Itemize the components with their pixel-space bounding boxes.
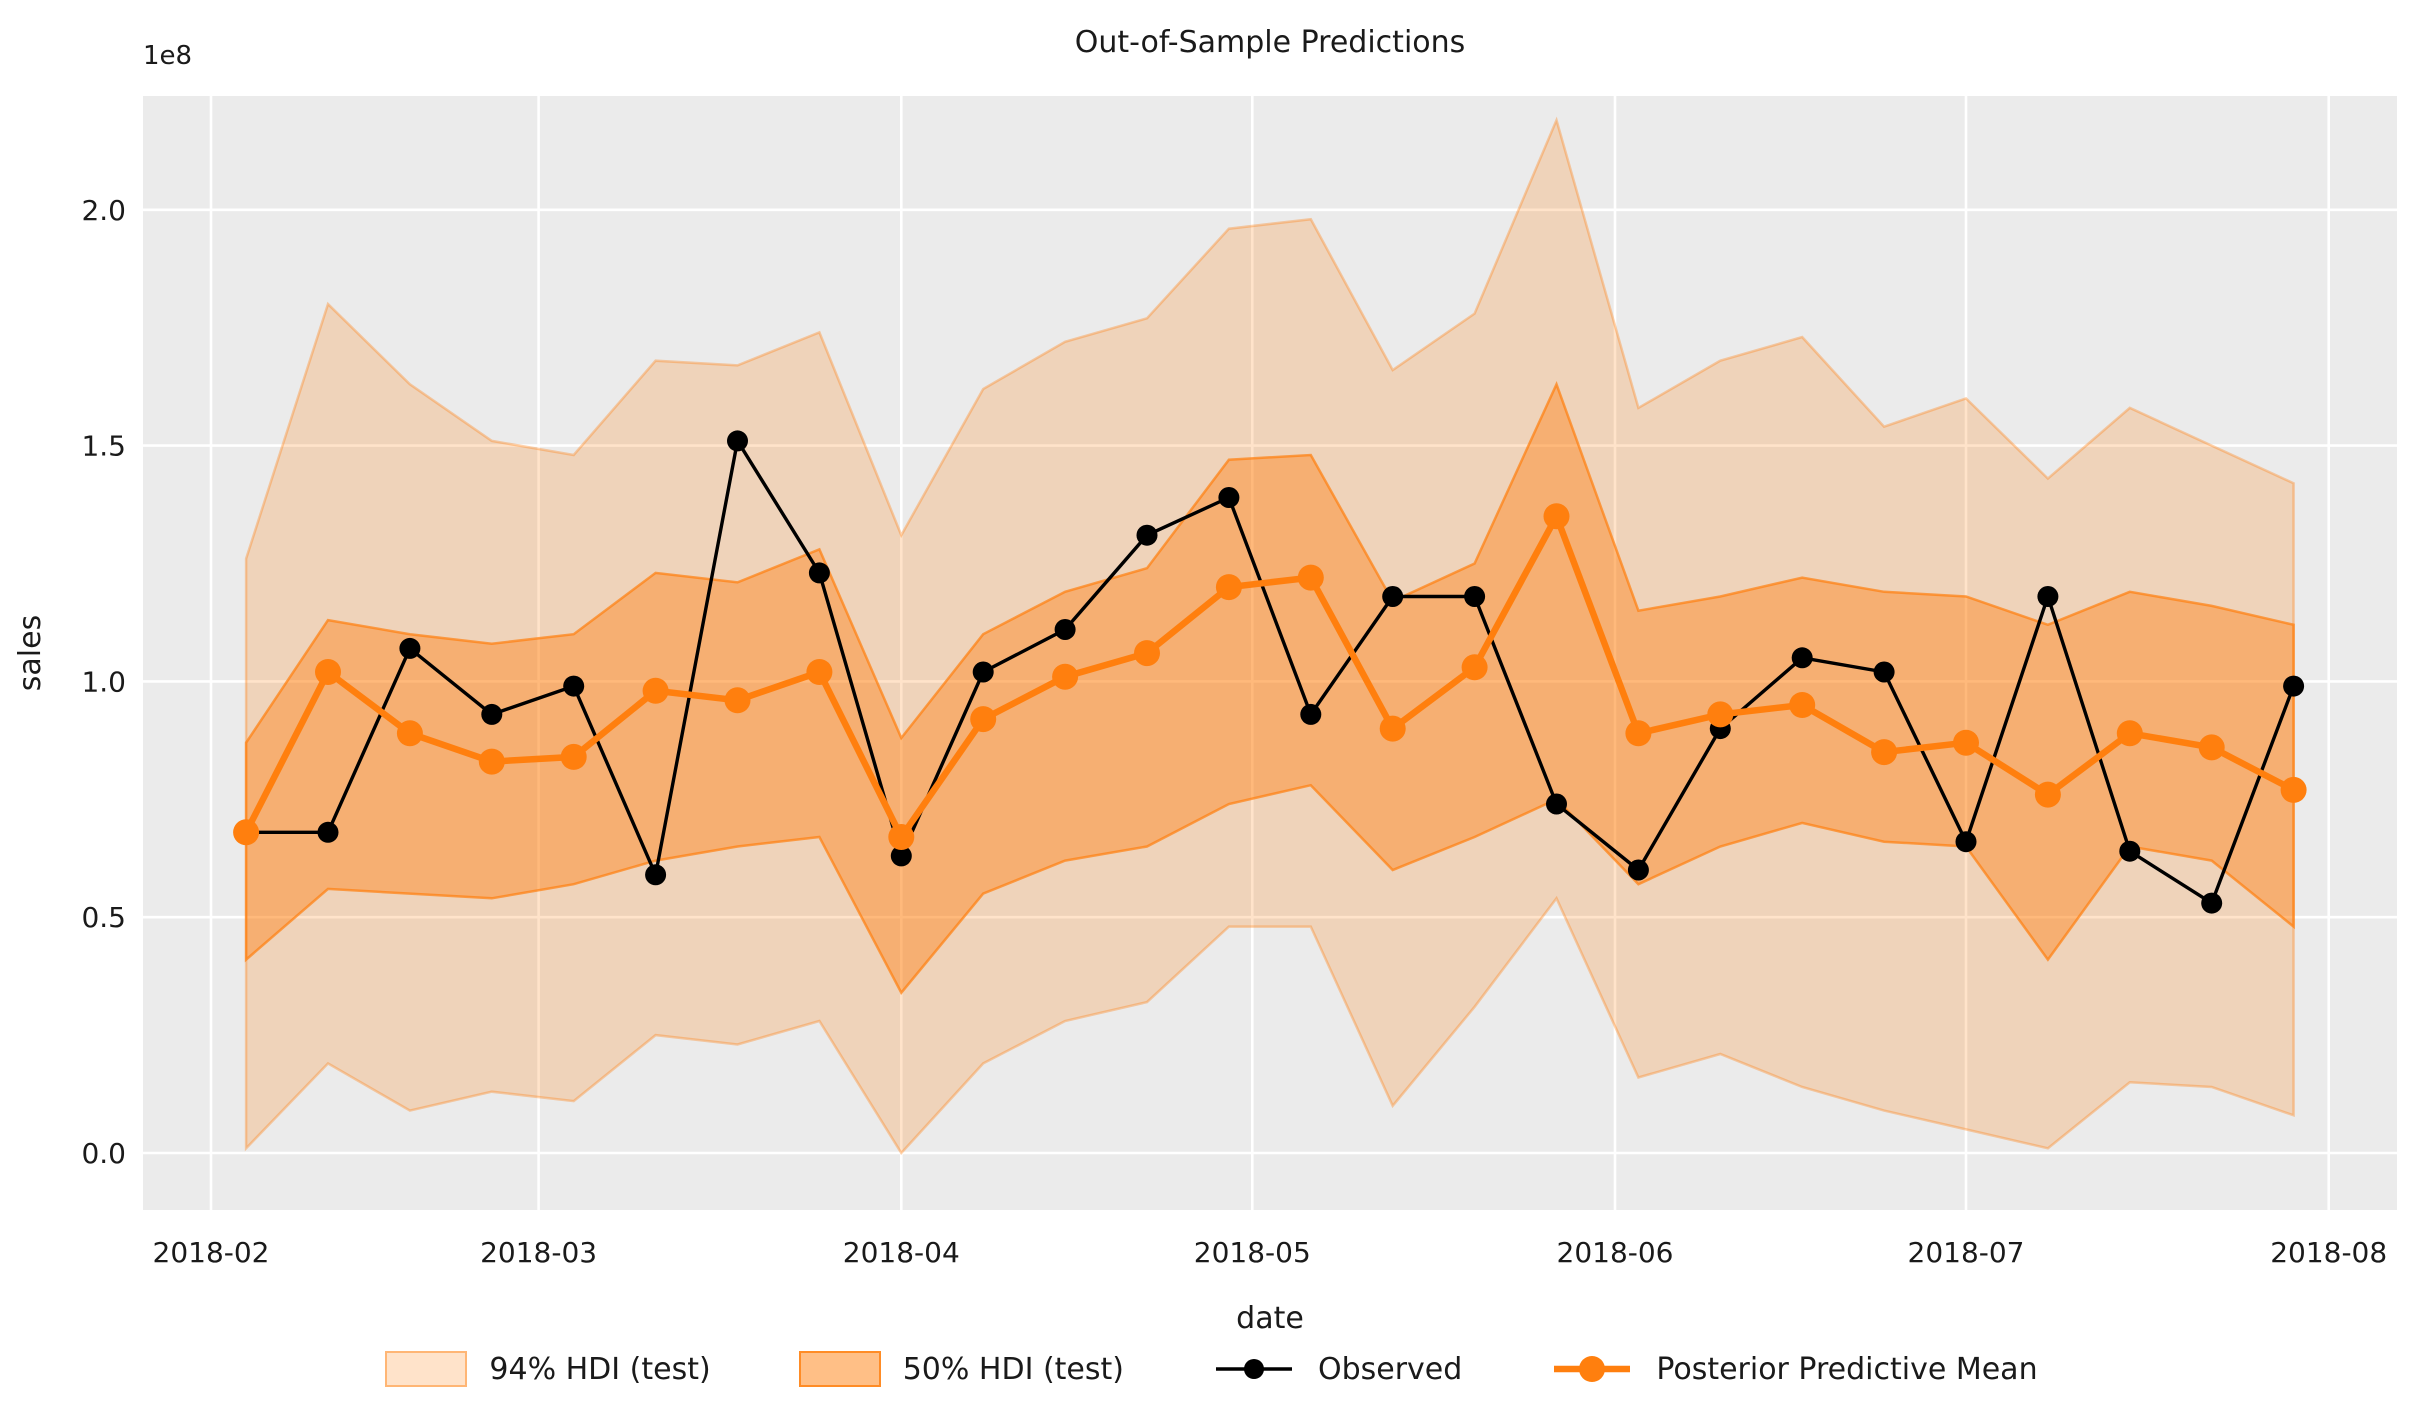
legend-label: Posterior Predictive Mean (1656, 1351, 2038, 1387)
marker (233, 819, 260, 846)
legend-label: 50% HDI (test) (902, 1351, 1124, 1387)
legend-item-observed: Observed (1212, 1352, 1462, 1387)
marker (727, 430, 748, 452)
marker (2116, 720, 2143, 747)
marker (724, 687, 751, 714)
marker (1218, 487, 1240, 508)
x-tick-label: 2018-08 (2270, 1236, 2387, 1269)
marker (2034, 781, 2061, 808)
marker (1052, 663, 1079, 690)
marker (1873, 661, 1895, 683)
x-tick-label: 2018-07 (1908, 1236, 2025, 1269)
y-tick-label: 2.0 (81, 194, 126, 227)
marker (1955, 831, 1977, 853)
legend-label: Observed (1317, 1351, 1463, 1387)
marker (2201, 892, 2223, 914)
marker (2119, 840, 2141, 862)
marker (2198, 734, 2225, 761)
marker (1707, 701, 1734, 728)
hdi94-patch-icon (385, 1351, 468, 1387)
band-94-hdi-test- (244, 116, 2295, 1156)
x-tick-label: 2018-06 (1557, 1236, 1674, 1269)
x-tick-label: 2018-04 (843, 1236, 960, 1269)
marker (1625, 720, 1652, 747)
line-posterior-predictive-mean (243, 508, 2296, 844)
marker (642, 677, 669, 704)
y-tick-label: 0.5 (81, 901, 126, 934)
x-tick-labels: 2018-02 2018-03 2018-04 2018-05 2018-06 2018-… (153, 1236, 2388, 1269)
marker (1215, 574, 1242, 601)
marker (1054, 619, 1076, 640)
marker (1871, 739, 1898, 766)
legend-item-posterior-mean: Posterior Predictive Mean (1550, 1351, 2038, 1387)
marker (1953, 729, 1979, 756)
x-tick-label: 2018-02 (153, 1236, 270, 1269)
posterior-mean-line-icon (1554, 1356, 1631, 1382)
marker (478, 748, 505, 775)
marker (399, 637, 421, 659)
line-observed (246, 436, 2296, 906)
legend-item-50-hdi: 50% HDI (test) (798, 1351, 1124, 1387)
marker (888, 824, 915, 850)
marker (645, 864, 667, 886)
marker (1379, 715, 1406, 742)
band-50-hdi-test- (244, 380, 2295, 995)
marker (1382, 586, 1404, 607)
chart-svg: 2018-02 2018-03 2018-04 2018-05 2018-06 2018-… (13, 25, 2397, 1336)
y-tick-label: 0.0 (81, 1137, 126, 1170)
legend-label: 94% HDI (test) (489, 1351, 711, 1387)
plot-background (143, 96, 2397, 1210)
marker (1464, 586, 1486, 607)
marker (1300, 703, 1322, 725)
chart-title: Out-of-Sample Predictions (1075, 25, 1466, 60)
x-axis-label: date (1236, 1301, 1304, 1336)
marker (481, 703, 503, 725)
observed-line-icon (1215, 1359, 1292, 1379)
marker (1297, 564, 1324, 591)
marker (972, 661, 994, 683)
marker (1627, 859, 1649, 881)
marker (560, 743, 587, 770)
y-tick-label: 1.5 (81, 430, 126, 463)
offset-text: 1e8 (143, 41, 192, 71)
marker (1461, 654, 1488, 681)
marker (1134, 640, 1160, 667)
marker (2280, 776, 2307, 803)
marker (890, 845, 912, 867)
marker (396, 720, 423, 747)
x-tick-label: 2018-03 (480, 1236, 597, 1269)
marker (2037, 586, 2059, 607)
legend: 94% HDI (test) 50% HDI (test) Observed P… (0, 1324, 2423, 1414)
marker (806, 659, 833, 685)
marker (1791, 647, 1813, 669)
marker (2283, 675, 2305, 697)
marker (563, 675, 585, 697)
marker (1543, 503, 1570, 530)
hdi50-patch-icon (798, 1351, 881, 1387)
marker (317, 821, 339, 843)
marker (1546, 793, 1567, 815)
marker (1136, 524, 1158, 546)
marker (808, 562, 830, 584)
marker (315, 659, 341, 685)
x-tick-label: 2018-05 (1194, 1236, 1311, 1269)
marker (1789, 692, 1816, 718)
hdi-bands (244, 116, 2295, 1156)
y-axis-label: sales (13, 615, 48, 691)
data-lines (233, 430, 2307, 914)
marker (970, 706, 997, 733)
legend-item-94-hdi: 94% HDI (test) (385, 1351, 711, 1387)
y-tick-label: 1.0 (81, 665, 126, 698)
y-tick-labels: 0.0 0.5 1.0 1.5 2.0 (81, 194, 126, 1170)
